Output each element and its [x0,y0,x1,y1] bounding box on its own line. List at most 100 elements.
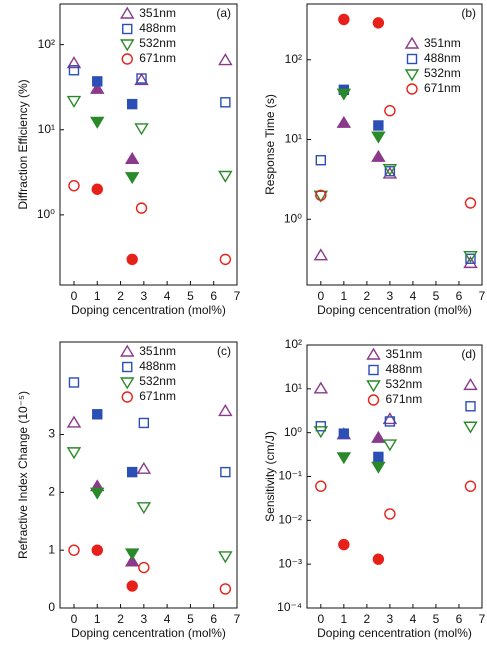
data-point [313,248,329,261]
data-point [465,253,476,264]
x-tick-label: 2 [117,289,124,303]
x-tick-label: 6 [456,612,463,626]
x-tick-label: 1 [340,612,347,626]
data-point [68,65,80,76]
x-tick-label: 5 [187,612,194,626]
x-tick-label: 3 [387,612,394,626]
x-tick-label: 0 [71,289,78,303]
x-tick-label: 4 [164,612,171,626]
x-tick-label: 5 [187,289,194,303]
data-point [91,544,103,556]
data-point [135,202,148,214]
legend-marker [122,23,133,35]
y-tick-label: 1 [48,542,55,556]
y-tick-label: 10⁻³ [278,556,302,570]
data-point [384,104,396,117]
legend-label: 488nm [139,359,176,373]
data-point [465,401,476,412]
panel-label: (c) [217,344,231,358]
panel-label: (a) [216,6,231,20]
data-point [336,115,352,128]
x-tick-label: 2 [364,612,371,626]
legend-label: 671nm [386,392,423,406]
panel: 0 1 2 3 4 5 6 7 10⁻⁴ 10⁻³ 10⁻² 10⁻¹ 10⁰ 10¹ 10² Doping … [263,337,485,640]
legend-marker [367,394,380,406]
y-tick-label: 10¹ [285,132,302,146]
data-point [124,172,140,185]
data-point [336,88,352,101]
x-tick-label: 3 [140,612,147,626]
x-tick-label: 5 [433,289,440,303]
y-axis-label: Refractive Index Change (10⁻⁵) [16,391,30,559]
legend-label: 671nm [424,81,461,95]
data-point [463,378,478,391]
data-point [90,81,105,94]
data-point [218,53,233,66]
legend-marker [122,361,133,373]
data-point [220,97,231,108]
data-point [91,183,103,195]
data-point [126,466,138,478]
x-tick-label: 1 [94,289,101,303]
y-tick-label: 10⁰ [284,425,302,439]
x-axis-label: Doping cencentration (mol%) [317,626,472,640]
legend-label: 488nm [386,362,423,376]
x-axis-label: Doping cencentration (mol%) [71,626,226,640]
data-point [124,548,140,561]
x-tick-label: 0 [317,289,324,303]
legend-label: 351nm [139,344,176,358]
y-tick-label: 10¹ [38,122,55,136]
data-point [68,544,80,556]
data-point [138,417,150,429]
legend-marker [406,83,418,95]
data-point [315,155,327,166]
x-tick-label: 7 [234,612,241,626]
y-axis-label: Response Time (s) [263,94,277,195]
legend-marker [120,39,135,52]
data-point [372,553,385,565]
legend-marker [120,377,135,390]
y-tick-label: 2 [48,485,55,499]
x-tick-label: 7 [234,289,241,303]
data-point [382,166,398,179]
data-point [313,426,329,439]
plot-frame [59,341,238,609]
data-point [124,554,140,567]
legend-label: 488nm [424,51,461,65]
y-tick-label: 10¹ [285,381,302,395]
x-tick-label: 2 [117,612,124,626]
y-tick-label: 10² [285,52,302,66]
data-point [68,377,80,388]
legend-label: 351nm [424,36,461,50]
data-point [338,428,350,439]
legend-marker [404,36,420,49]
data-point [219,253,232,266]
y-tick-label: 10⁻¹ [278,469,302,483]
x-tick-label: 7 [479,612,486,626]
data-point [126,253,138,266]
legend-marker [121,391,133,403]
data-point [66,56,82,69]
data-point [126,98,138,110]
panel: 0 1 2 3 4 5 6 7 10⁰ 10¹ 10² Doping cencentration (m… [263,3,486,317]
data-point [336,452,352,465]
data-point [382,439,398,452]
plot-frame [59,3,238,286]
data-point [136,461,152,474]
y-tick-label: 3 [48,427,55,441]
x-tick-label: 1 [340,289,347,303]
legend-marker [366,347,381,360]
panel: 0 1 2 3 4 5 6 7 10⁰ 10¹ 10² Doping cencentration (m… [16,3,241,317]
data-point [464,197,477,209]
data-point [382,164,398,177]
legend-label: 351nm [139,6,176,20]
data-point [126,580,138,592]
legend-label: 488nm [139,21,176,35]
y-tick-label: 10⁰ [284,211,302,225]
y-tick-label: 10² [38,37,55,51]
data-point [384,508,396,520]
legend-label: 532nm [386,377,423,391]
data-point [313,190,329,203]
data-point [220,466,231,478]
